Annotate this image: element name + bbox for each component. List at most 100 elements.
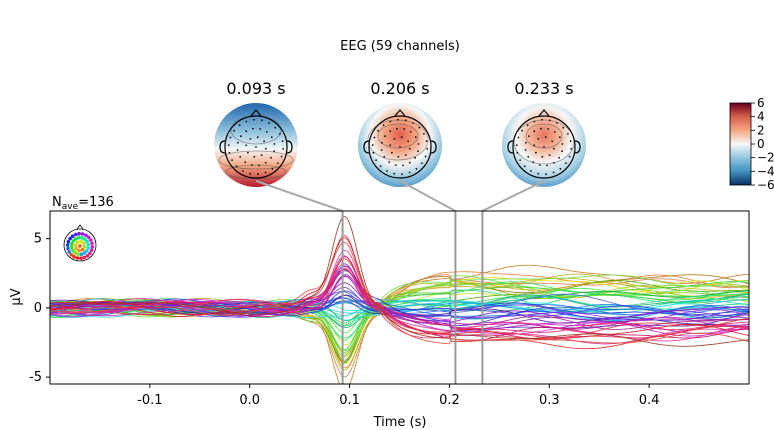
time-marker-lines [341,211,484,384]
sensor-dot [400,136,403,139]
sensor-dot [414,156,416,159]
inset-sensor-dot [73,237,78,241]
sensor-dot [227,144,230,147]
sensor-dot [265,131,268,133]
sensor-dot [425,140,428,143]
head-outline [507,109,581,179]
sensor-dot [236,149,239,151]
sensor-dot [394,164,397,167]
topomap-3: 0.233 s [502,79,586,187]
sensor-dot [235,165,238,168]
inset-sensor-dot [80,247,85,252]
colorbar-tick-label: −4 [757,164,774,178]
sensor-dot [397,155,400,158]
sensor-dot [249,138,252,140]
sensor-dot [519,159,521,162]
inset-sensor-dot [67,250,71,254]
sensor-dot [277,162,279,165]
y-tick-label: 5 [34,232,42,247]
channel-trace [50,293,749,327]
inset-sensor-dot [78,244,82,248]
sensor-dot [377,129,379,132]
topomap-2: 0.206 s [358,79,442,187]
sensor-dot [237,141,239,144]
sensor-dot [548,154,551,157]
inset-sensor-dot [75,240,80,245]
y-axis: -5 0 5 [29,232,50,385]
sensor-dot [259,127,262,130]
sensor-dot [561,143,564,145]
inset-sensor-dot [79,239,83,244]
inset-sensor-dot [81,241,86,246]
sensor-dot [402,164,404,167]
inset-sensor-dot [69,245,74,250]
sensor-dot [389,144,392,147]
nave-label: Nave=136 [52,195,114,212]
x-tick-label: 0.4 [639,393,660,408]
topomap-time-label: 0.093 s [226,79,285,98]
inset-sensor-dot [76,235,81,240]
inset-sensor-dot [88,251,92,256]
figure-title: EEG (59 channels) [340,39,460,54]
sensor-dot [556,122,558,124]
inset-sensor-dot [89,248,94,253]
inset-sensor-dot [86,246,90,250]
sensor-dot [245,130,248,133]
sensor-dot [233,129,236,132]
head-outline [363,109,437,179]
sensor-dot [253,155,256,158]
sensor-dot [558,156,560,159]
sensor-dot [239,155,242,158]
sensor-dot [280,155,283,158]
sensor-dot [561,150,563,153]
inset-sensor-dot [79,256,83,261]
sensor-dot [543,146,545,148]
colorbar-tick-label: 2 [757,123,765,137]
topomap-1: 0.093 s [214,79,298,187]
inset-sensor-dot [73,251,77,255]
sensor-dot [238,124,241,127]
inset-sensor-dot [76,252,80,256]
sensor-dot [553,131,556,133]
sensor-dot [250,164,253,167]
sensor-dot [408,161,411,164]
x-tick-label: 0.2 [439,393,460,408]
sensor-dot [417,150,419,153]
sensor-dot [240,135,242,138]
sensor-dot [426,148,429,150]
inset-sensor-dot [79,252,84,257]
inset-sensor-dot [73,232,78,237]
sensor-dot [384,135,386,138]
sensor-dot [570,148,573,150]
sensor-dot [423,133,425,135]
sensor-dot [264,171,267,174]
sensor-dot [552,161,555,164]
sensor-position-inset [63,224,97,262]
sensor-dot [263,140,265,143]
x-tick-label: -0.1 [137,393,162,408]
topomap-time-label: 0.233 s [514,79,573,98]
sensor-dot [382,124,385,127]
sensor-dot [548,119,551,122]
sensor-dot [268,122,270,124]
sensor-dot [253,118,255,121]
channel-trace [50,256,749,333]
sensor-dot [559,167,562,170]
sensor-dot [244,161,247,164]
colorbar-tick-label: −6 [757,178,774,192]
inset-sensor-dot [82,245,87,249]
sensor-dot [393,138,396,140]
sensor-dots [515,118,573,176]
sensor-dot [270,156,272,159]
sensor-dot [545,173,547,176]
inset-sensor-dot [74,246,79,251]
sensor-dot [533,120,536,123]
inset-sensor-dot [77,248,81,253]
x-tick-label: 0.1 [339,393,360,408]
inset-sensor-dot [70,234,75,238]
sensor-dot [260,119,263,122]
x-tick-label: 0.0 [239,393,260,408]
inset-sensor-dot [83,237,87,241]
sensor-dot [414,136,417,139]
sensor-dot [540,127,542,130]
